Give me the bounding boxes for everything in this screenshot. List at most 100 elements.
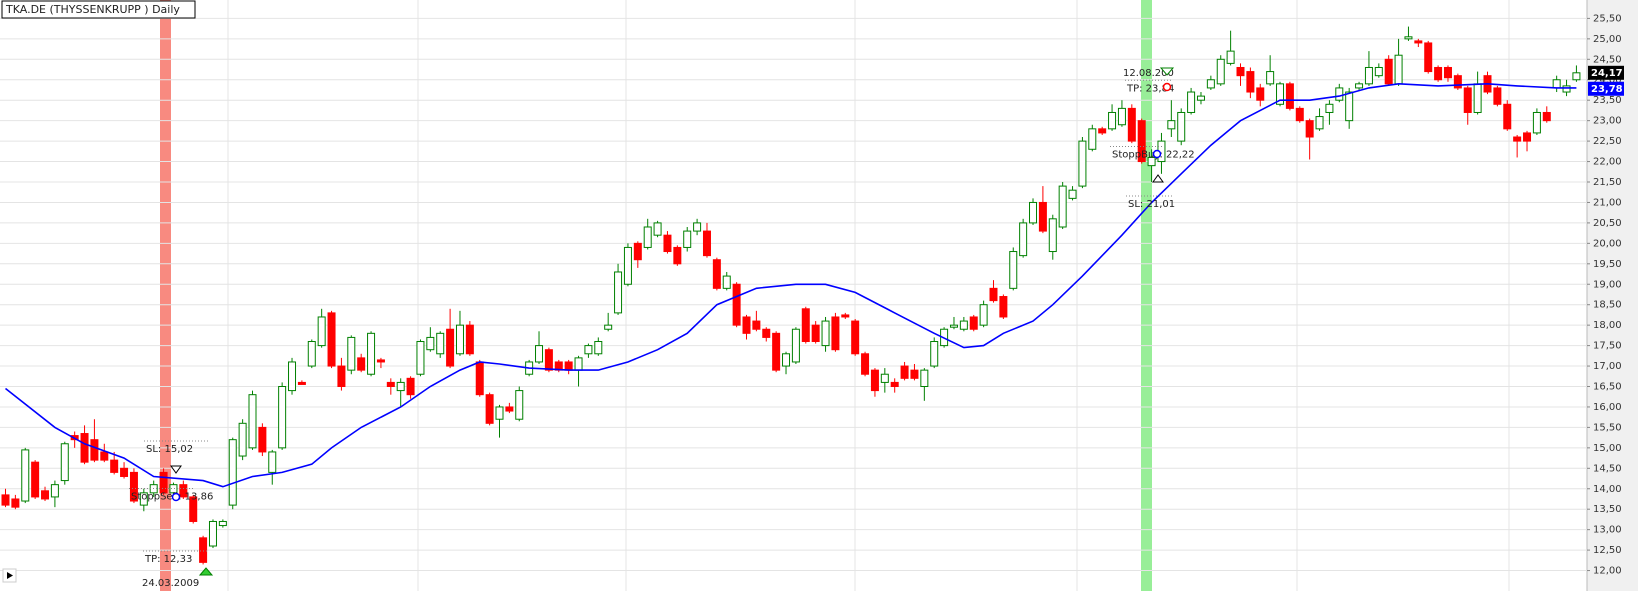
title-box: [1, 0, 196, 19]
up-candle: [1216, 58, 1225, 85]
y-tick-label: 13,00: [1593, 525, 1622, 536]
up-candle: [949, 324, 958, 328]
up-candle: [436, 332, 445, 355]
down-candle: [801, 308, 810, 343]
down-candle: [1236, 66, 1245, 77]
up-candle: [1058, 185, 1067, 228]
down-candle: [129, 471, 138, 502]
y-tick-label: 14,50: [1593, 463, 1622, 474]
down-candle: [732, 283, 741, 326]
down-candle: [1098, 128, 1107, 134]
y-tick-label: 22,50: [1593, 136, 1622, 147]
down-candle: [633, 242, 642, 261]
y-tick-label: 22,00: [1593, 157, 1622, 168]
down-candle: [120, 467, 129, 477]
down-candle: [1414, 40, 1423, 44]
down-candle: [1453, 75, 1462, 89]
up-candle: [1117, 107, 1126, 126]
down-candle: [811, 324, 820, 343]
moving-average: [5, 82, 1577, 488]
down-candle: [1523, 132, 1532, 142]
up-candle: [1088, 128, 1097, 150]
annotation: SL: 21,01: [1128, 199, 1175, 210]
down-candle: [841, 314, 850, 318]
play-icon: [7, 572, 13, 579]
up-candle: [1276, 83, 1285, 105]
price-label-box: [1588, 81, 1624, 96]
plot-marks: [1, 26, 1581, 565]
y-tick-label: 18,00: [1593, 320, 1622, 331]
signal-date: 12.08.200: [1123, 68, 1174, 79]
up-candle: [722, 275, 731, 289]
annotation: TP: 12,33: [144, 554, 192, 565]
up-candle: [278, 386, 287, 449]
down-candle: [772, 332, 781, 371]
down-candle: [910, 369, 919, 379]
down-candle: [327, 312, 336, 367]
up-candle: [1078, 140, 1087, 187]
up-candle: [1068, 189, 1077, 199]
up-candle: [1009, 251, 1018, 289]
down-candle: [90, 439, 99, 461]
up-candle: [1196, 95, 1205, 101]
up-candle: [1562, 85, 1571, 93]
down-candle: [406, 377, 415, 396]
up-candle: [1029, 201, 1038, 224]
down-candle: [861, 353, 870, 375]
down-candle: [41, 490, 50, 500]
y-tick-label: 23,00: [1593, 116, 1622, 127]
down-candle: [673, 246, 682, 265]
up-candle: [50, 484, 59, 498]
up-candle: [21, 449, 30, 502]
up-candle: [1552, 79, 1561, 89]
up-candle: [979, 304, 988, 326]
down-candle: [851, 320, 860, 355]
down-candle: [890, 381, 899, 388]
down-candle: [870, 369, 879, 392]
tp-marker: [1162, 82, 1172, 92]
vertical-grid: [227, 0, 1510, 591]
price-axis-background: [1587, 0, 1638, 591]
up-candle: [1108, 111, 1117, 130]
up-candle: [880, 373, 889, 383]
y-tick-label: 25,00: [1593, 34, 1622, 45]
down-candle: [1463, 87, 1472, 113]
up-candle: [288, 361, 297, 392]
y-tick-label: 17,50: [1593, 341, 1622, 352]
down-candle: [831, 316, 840, 351]
y-tick-label: 16,00: [1593, 402, 1622, 413]
down-candle: [100, 451, 109, 461]
up-candle: [623, 246, 632, 285]
up-candle: [317, 316, 326, 347]
up-candle: [821, 320, 830, 347]
down-candle: [702, 230, 711, 257]
signal-date: 24.03.2009: [142, 578, 199, 589]
down-candle: [337, 365, 346, 388]
down-candle: [159, 471, 168, 494]
y-tick-label: 15,00: [1593, 443, 1622, 454]
up-candle: [930, 341, 939, 367]
up-candle: [1355, 83, 1364, 89]
down-candle: [446, 328, 455, 367]
up-candle: [1325, 103, 1334, 113]
y-tick-label: 13,50: [1593, 504, 1622, 515]
up-candle: [1019, 222, 1028, 257]
down-candle: [564, 361, 573, 371]
down-candle: [189, 496, 198, 522]
up-candle: [1473, 83, 1482, 113]
down-candle: [376, 359, 385, 363]
up-candle: [574, 357, 583, 371]
down-candle: [11, 498, 20, 508]
annotation: TP: 23,84: [1126, 83, 1174, 94]
down-candle: [1493, 87, 1502, 105]
up-candle: [208, 520, 217, 547]
up-candle: [1266, 71, 1275, 85]
down-candle: [357, 357, 366, 371]
down-candle: [752, 320, 761, 330]
y-tick-label: 18,50: [1593, 300, 1622, 311]
down-candle: [1434, 66, 1443, 81]
y-tick-label: 20,00: [1593, 238, 1622, 249]
up-candle: [1364, 66, 1373, 85]
